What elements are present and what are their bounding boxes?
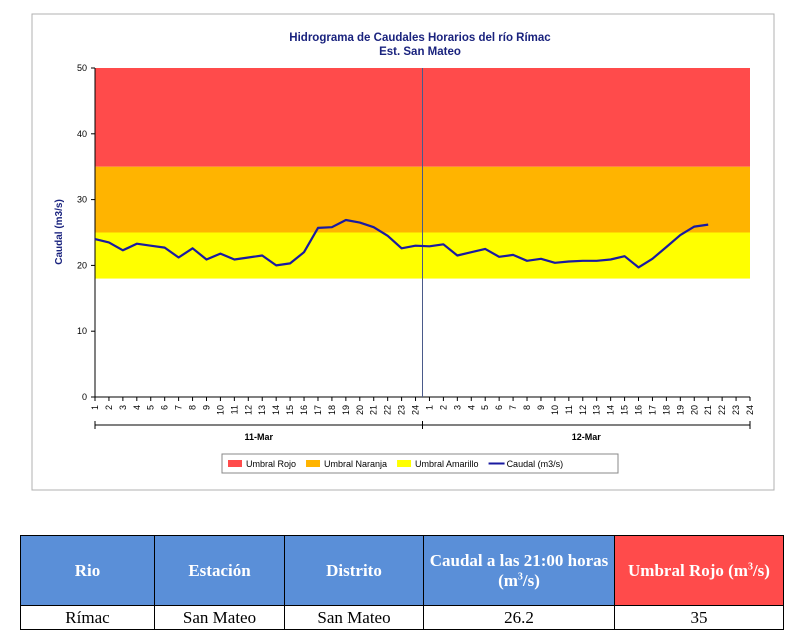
x-tick-label: 12	[578, 405, 588, 415]
y-tick-label: 0	[82, 392, 87, 402]
x-tick-label: 22	[717, 405, 727, 415]
x-tick-label: 11	[564, 405, 574, 414]
flow-line	[94, 218, 709, 269]
x-tick-label: 6	[160, 405, 170, 410]
x-tick-label: 17	[313, 405, 323, 415]
data-cell: San Mateo	[154, 605, 285, 630]
x-tick-label: 9	[536, 405, 546, 410]
y-axis-label: Caudal (m3/s)	[54, 199, 65, 265]
legend-swatch	[228, 460, 242, 467]
header-cell: Rio	[20, 535, 155, 606]
x-tick-label: 15	[285, 405, 295, 415]
y-tick-label: 40	[77, 129, 87, 139]
x-tick-label: 6	[494, 405, 504, 410]
x-tick-label: 7	[174, 405, 184, 410]
summary-table: Rio Estación Distrito Caudal a las 21:00 ho…	[20, 535, 784, 630]
x-tick-label: 18	[661, 405, 671, 415]
legend: Umbral Rojo Umbral Naranja Umbral Amarillo…	[221, 453, 619, 474]
header-row: Rio Estación Distrito Caudal a las 21:00 ho…	[20, 535, 784, 606]
x-tick-label: 2	[438, 405, 448, 410]
legend-swatch	[306, 460, 321, 467]
x-tick-label: 20	[689, 405, 699, 415]
x-tick-label: 8	[188, 405, 198, 410]
header-text: /s)	[752, 560, 770, 580]
data-cell: Rímac	[20, 605, 155, 630]
x-tick-label: 24	[745, 405, 755, 415]
chart-title: Hidrograma de Caudales Horarios del río …	[289, 32, 551, 44]
x-tick-label: 3	[452, 405, 462, 410]
legend-label: Umbral Amarillo	[415, 459, 479, 469]
x-tick-label: 23	[397, 405, 407, 415]
x-tick-label: 7	[508, 405, 518, 410]
x-tick-label: 21	[703, 405, 713, 415]
x-tick-label: 14	[606, 405, 616, 415]
x-tick-label: 5	[146, 405, 156, 410]
x-tick-label: 15	[620, 405, 630, 415]
x-tick-label: 14	[271, 405, 281, 415]
header-text: /s)	[522, 570, 540, 590]
group-label: 11-Mar	[244, 432, 273, 442]
x-tick-label: 10	[215, 405, 225, 415]
legend-box	[221, 453, 619, 474]
x-tick-label: 1	[424, 405, 434, 410]
x-tick-label: 5	[480, 405, 490, 410]
y-tick-label: 10	[77, 326, 87, 336]
x-tick-label: 1	[90, 405, 100, 410]
x-tick-label: 16	[299, 405, 309, 415]
data-cell: San Mateo	[284, 605, 424, 630]
legend-label: Umbral Rojo	[246, 459, 296, 469]
x-tick-label: 13	[257, 405, 267, 415]
legend-label: Umbral Naranja	[324, 459, 387, 469]
data-row: Rímac San Mateo San Mateo 26.2 35	[20, 605, 784, 630]
chart-subtitle: Est. San Mateo	[379, 46, 461, 58]
header-cell: Umbral Rojo (m3/s)	[614, 535, 784, 606]
x-tick-label: 23	[731, 405, 741, 415]
x-tick-label: 17	[647, 405, 657, 415]
x-tick-label: 9	[201, 405, 211, 410]
header-text: Umbral Rojo (m	[628, 560, 748, 580]
x-tick-label: 4	[466, 405, 476, 410]
header-text: Caudal a las 21:00 horas (m	[429, 550, 609, 590]
chart: Hidrograma de Caudales Horarios del río …	[31, 13, 775, 491]
header-cell: Estación	[154, 535, 285, 606]
header-cell: Distrito	[284, 535, 424, 606]
x-tick-label: 24	[411, 405, 421, 415]
x-tick-label: 19	[341, 405, 351, 415]
data-cell: 35	[614, 605, 784, 630]
x-tick-label: 21	[369, 405, 379, 415]
x-tick-label: 19	[675, 405, 685, 415]
x-tick-label: 18	[327, 405, 337, 415]
legend-swatch	[397, 460, 412, 467]
x-tick-label: 8	[522, 405, 532, 410]
x-tick-label: 16	[634, 405, 644, 415]
header-text: 3	[747, 560, 753, 572]
legend-label: Caudal (m3/s)	[507, 459, 564, 469]
y-tick-label: 30	[77, 195, 87, 205]
x-tick-label: 13	[592, 405, 602, 415]
y-tick-label: 50	[77, 63, 87, 73]
x-tick-label: 22	[383, 405, 393, 415]
x-tick-label: 2	[104, 405, 114, 410]
group-label: 12-Mar	[572, 432, 602, 442]
x-tick-label: 10	[550, 405, 560, 415]
x-tick-label: 4	[132, 405, 142, 410]
data-cell: 26.2	[423, 605, 615, 630]
x-tick-label: 20	[355, 405, 365, 415]
header-cell: Caudal a las 21:00 horas (m3/s)	[423, 535, 615, 606]
x-tick-label: 3	[118, 405, 128, 410]
x-tick-label: 12	[243, 405, 253, 415]
header-text: 3	[517, 570, 523, 582]
x-tick-label: 11	[229, 405, 239, 414]
y-tick-label: 20	[77, 260, 87, 270]
